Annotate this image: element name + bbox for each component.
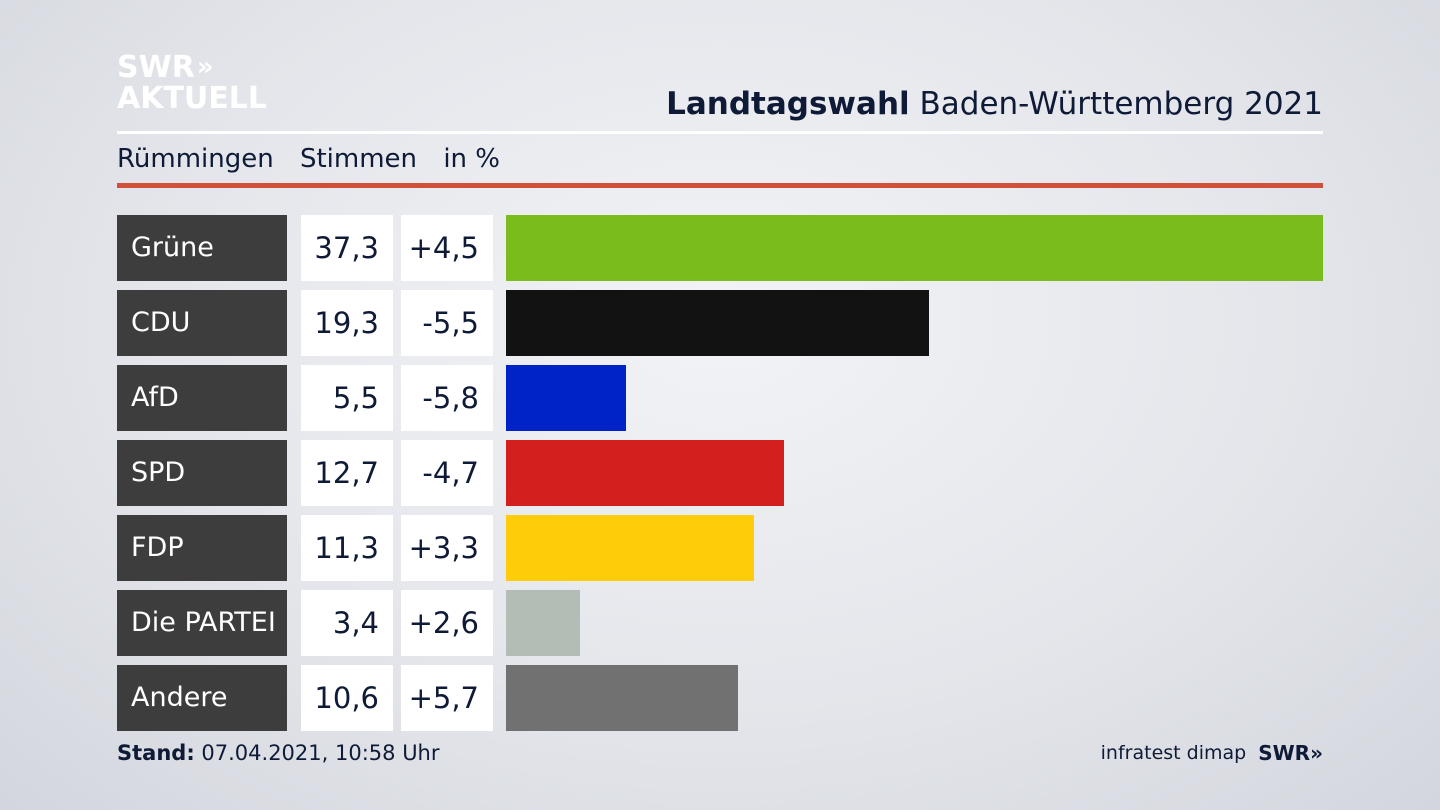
- swr-brand-logo: SWR»: [1258, 741, 1323, 765]
- logo-aktuell-text: AKTUELL: [117, 81, 268, 116]
- change-value: +2,6: [401, 590, 493, 656]
- swr-chevron-icon: »: [1310, 741, 1323, 765]
- logo-swr-text: SWR: [117, 50, 195, 85]
- vote-share-value: 5,5: [301, 365, 393, 431]
- party-label: AfD: [117, 365, 287, 431]
- header-divider: [117, 131, 1323, 134]
- vote-share-value: 11,3: [301, 515, 393, 581]
- source-credit: infratest dimap SWR»: [1101, 741, 1323, 765]
- logo-chevron-icon: »: [196, 52, 214, 82]
- source-text: infratest dimap: [1100, 742, 1247, 764]
- result-row: CDU 19,3 -5,5: [117, 290, 1323, 356]
- vote-share-bar: [506, 590, 581, 656]
- result-row: Andere 10,6 +5,7: [117, 665, 1323, 731]
- change-value: +5,7: [401, 665, 493, 731]
- vote-share-value: 19,3: [301, 290, 393, 356]
- party-label: SPD: [117, 440, 287, 506]
- title-rest: Baden-Württemberg 2021: [919, 86, 1323, 122]
- vote-share-value: 12,7: [301, 440, 393, 506]
- timestamp-label: Stand:: [117, 741, 195, 765]
- vote-share-bar: [506, 365, 627, 431]
- swr-brand-text: SWR: [1258, 741, 1311, 765]
- result-row: Die PARTEI 3,4 +2,6: [117, 590, 1323, 656]
- timestamp-value: 07.04.2021, 10:58 Uhr: [201, 741, 440, 765]
- result-row: AfD 5,5 -5,8: [117, 365, 1323, 431]
- vote-share-value: 3,4: [301, 590, 393, 656]
- title-bold: Landtagswahl: [666, 86, 910, 122]
- vote-share-bar: [506, 290, 929, 356]
- vote-share-value: 37,3: [301, 215, 393, 281]
- vote-share-bar: [506, 440, 785, 506]
- subheader-place: Rümmingen: [117, 144, 274, 174]
- party-label: Die PARTEI: [117, 590, 287, 656]
- result-row: Grüne 37,3 +4,5: [117, 215, 1323, 281]
- vote-share-bar: [506, 515, 754, 581]
- subheader-unit: in %: [443, 144, 500, 174]
- change-value: +3,3: [401, 515, 493, 581]
- change-value: -5,8: [401, 365, 493, 431]
- subheader-measure: Stimmen: [299, 144, 418, 174]
- party-label: Grüne: [117, 215, 287, 281]
- page-title: Landtagswahl Baden-Württemberg 2021: [666, 86, 1323, 122]
- subheader: Rümmingen Stimmen in %: [117, 144, 518, 174]
- vote-share-value: 10,6: [301, 665, 393, 731]
- result-row: FDP 11,3 +3,3: [117, 515, 1323, 581]
- party-label: Andere: [117, 665, 287, 731]
- party-label: CDU: [117, 290, 287, 356]
- vote-share-bar: [506, 215, 1323, 281]
- change-value: -5,5: [401, 290, 493, 356]
- vote-share-bar: [506, 665, 739, 731]
- change-value: +4,5: [401, 215, 493, 281]
- result-row: SPD 12,7 -4,7: [117, 440, 1323, 506]
- party-label: FDP: [117, 515, 287, 581]
- timestamp: Stand: 07.04.2021, 10:58 Uhr: [117, 741, 440, 765]
- change-value: -4,7: [401, 440, 493, 506]
- swr-aktuell-logo: SWR » AKTUELL: [117, 52, 267, 114]
- accent-divider: [117, 183, 1323, 188]
